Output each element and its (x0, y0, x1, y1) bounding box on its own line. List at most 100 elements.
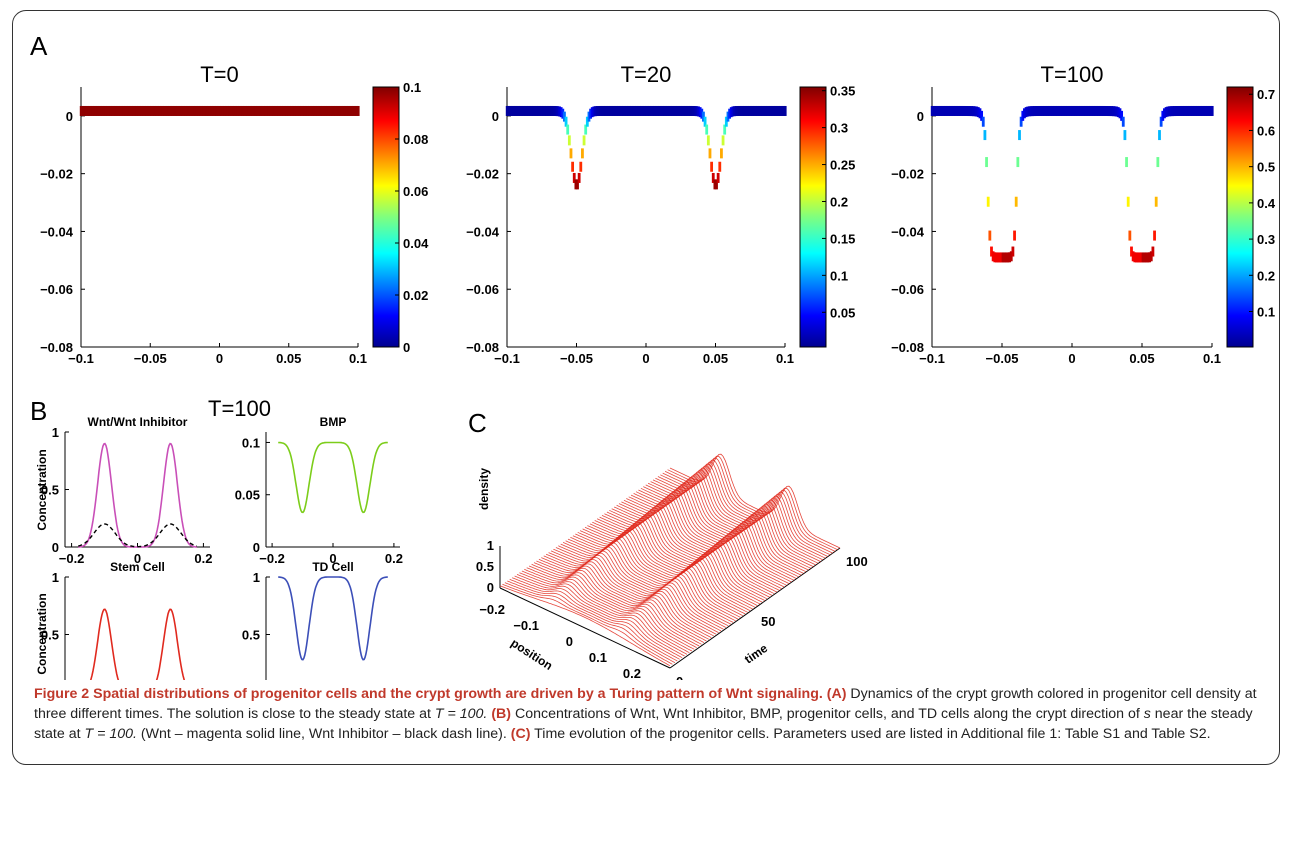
panel-a-crypt-segment (945, 105, 949, 116)
panel-a-colorbar-label: 0.6 (1257, 123, 1275, 138)
panel-a-crypt-segment (1210, 105, 1214, 116)
panel-c-surface-line (657, 463, 829, 557)
panel-a-crypt-segment (999, 252, 1003, 263)
panel-a-crypt-segment (94, 105, 98, 116)
panel-a-crypt-segment (303, 105, 306, 116)
panel-a-crypt-segment (682, 105, 686, 116)
panel-a-crypt-segment (599, 105, 602, 116)
panel-a-crypt-segment (87, 105, 91, 116)
panel-c-surface-line (626, 489, 797, 579)
panel-c-surface-line (504, 582, 676, 663)
panel-a-crypt-segment (215, 105, 218, 116)
panel-a-crypt-segment (751, 105, 754, 116)
panel-a-crypt-segment (234, 105, 238, 116)
panel-a-crypt-segment (175, 105, 179, 116)
panel-a-crypt-segment (1158, 130, 1161, 141)
panel-a-crypt-segment (953, 105, 957, 116)
panel-a-crypt-segment (285, 105, 288, 116)
panel-a-ytick-label: −0.08 (891, 340, 924, 355)
panel-a-colorbar-label: 0.5 (1257, 160, 1275, 175)
panel-c-surface-line (524, 568, 695, 650)
panel-b-ytick-label: 0.5 (242, 628, 260, 643)
panel-a-crypt-segment (955, 105, 959, 116)
panel-a-crypt-segment (978, 108, 982, 119)
panel-a-xtick-label: 0 (642, 351, 649, 366)
panel-a-crypt-segment (340, 105, 344, 116)
panel-c-surface-line (587, 521, 758, 606)
panel-a-crypt-segment (695, 106, 699, 117)
panel-a-crypt-segment (1192, 105, 1196, 116)
panel-a-crypt-segment (1187, 105, 1191, 116)
panel-a-crypt-segment (1184, 105, 1188, 116)
panel-a-crypt-segment (333, 105, 337, 116)
panel-c-surface-line (660, 461, 831, 556)
panel-a-crypt-segment (576, 179, 579, 190)
panel-a-crypt-segment (153, 105, 156, 116)
panel-a-crypt-segment (280, 105, 284, 116)
panel-a-crypt-segment (200, 105, 204, 116)
panel-a-crypt-segment (149, 105, 153, 116)
panel-c-surface-line (560, 543, 731, 625)
panel-a-crypt-segment (242, 105, 246, 116)
panel-a-crypt-segment (216, 105, 220, 116)
panel-a-crypt-segment (91, 105, 95, 116)
panel-c-time-axis (669, 547, 841, 669)
panel-a-crypt-segment (594, 106, 597, 117)
panel-a-xtick-label: −0.1 (919, 351, 945, 366)
panel-a-crypt-segment (131, 105, 135, 116)
panel-b-ytick-label: 1 (52, 570, 59, 585)
panel-a-crypt-segment (1013, 230, 1016, 241)
panel-a-crypt-segment (92, 105, 96, 116)
panel-b-xtick-label: −0.2 (259, 551, 285, 566)
panel-a-crypt-segment (1031, 106, 1035, 117)
panel-a-xtick-label: −0.05 (986, 351, 1019, 366)
panel-a-crypt-segment (535, 105, 539, 116)
panel-a-crypt-segment (123, 105, 127, 116)
panel-a-crypt-segment (530, 105, 534, 116)
panel-c-surface-line (536, 560, 707, 642)
panel-a-crypt-segment (767, 105, 771, 116)
panel-a-crypt-segment (110, 105, 114, 116)
panel-a-crypt-segment (345, 105, 349, 116)
panel-a-crypt-segment (962, 105, 965, 116)
panel-c-xtick-label: 0.2 (623, 666, 641, 680)
panel-c: 1 0.5 0 −0.2 −0.1 0 0.1 0.2 0 50 100 density positio… (476, 453, 868, 680)
caption-text-b2: near the steady state at (34, 706, 1253, 742)
panel-a-crypt-segment (615, 105, 619, 116)
panel-a-crypt-segment (556, 106, 560, 117)
panel-a-crypt-segment (1107, 106, 1110, 117)
panel-a-crypt-segment (332, 105, 336, 116)
panel-a-crypt-segment (226, 105, 230, 116)
panel-a-crypt-segment (1200, 105, 1204, 116)
panel-c-surface-line (509, 578, 680, 660)
panel-a-crypt-segment (716, 172, 720, 183)
panel-a-crypt-segment (783, 105, 787, 116)
panel-c-surface-line (562, 542, 734, 623)
panel-a-ytick-label: −0.04 (466, 224, 500, 239)
panel-a-crypt-segment (657, 105, 661, 116)
panel-a-crypt-segment (146, 105, 150, 116)
panel-a-ytick-label: −0.04 (40, 224, 74, 239)
panel-a-crypt-segment (1181, 105, 1184, 116)
panel-a-crypt-segment (587, 111, 591, 122)
panel-a-crypt-segment (120, 105, 124, 116)
panel-a-crypt-segment (1032, 106, 1036, 117)
panel-a-crypt-segment (219, 105, 223, 116)
panel-a-crypt-segment (970, 106, 974, 117)
panel-a-crypt-segment (1082, 105, 1086, 116)
panel-a-xtick-label: −0.05 (560, 351, 593, 366)
panel-c-surface-line (669, 453, 841, 549)
panel-a-crypt-segment (1197, 105, 1201, 116)
panel-a-crypt-segment (286, 105, 290, 116)
panel-c-surface-line (667, 455, 838, 551)
panel-a-crypt-segment (659, 105, 663, 116)
panel-b-xtick-label: −0.2 (59, 551, 85, 566)
panel-a-crypt-segment (83, 105, 86, 116)
panel-a-crypt-segment (1135, 252, 1138, 263)
panel-a-crypt-segment (1111, 106, 1115, 117)
panel-c-xtick-label: −0.2 (479, 602, 505, 617)
panel-a-crypt-segment (255, 105, 259, 116)
panel-a-crypt-segment (151, 105, 155, 116)
panel-a-crypt-segment (744, 105, 748, 116)
